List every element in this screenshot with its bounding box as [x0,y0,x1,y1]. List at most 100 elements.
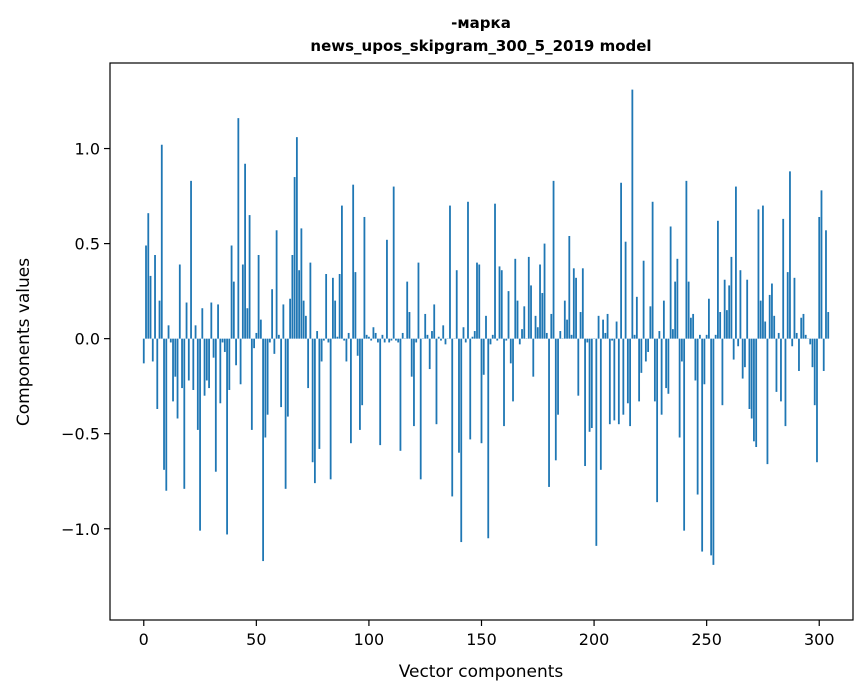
bar-68 [295,137,298,339]
bar-97 [361,338,364,406]
bar-30 [210,302,213,339]
bar-253 [712,338,715,565]
bar-244 [692,313,695,339]
bar-275 [762,205,764,339]
bar-134 [444,338,447,345]
bar-131 [437,336,440,339]
bar-278 [768,294,771,339]
bar-90 [345,338,348,362]
bar-132 [440,338,442,341]
bar-222 [642,260,645,339]
bar-249 [703,338,706,385]
bar-262 [732,338,735,360]
bar-163 [509,338,512,364]
bar-46 [246,308,249,339]
bar-252 [710,338,713,556]
bar-87 [338,274,341,339]
bar-76 [313,338,316,484]
bar-54 [264,338,267,438]
bar-157 [496,338,499,341]
bar-185 [559,331,562,339]
bar-220 [638,338,641,402]
bar-150 [480,338,483,444]
bar-161 [505,338,508,341]
bar-61 [280,338,283,408]
bar-284 [782,218,785,339]
bar-206 [606,313,609,339]
bar-178 [543,243,546,339]
bar-3 [149,275,152,339]
bar-114 [399,338,402,451]
bar-1 [145,245,147,339]
bar-169 [523,306,526,339]
bar-148 [476,262,478,339]
bar-158 [498,266,501,339]
bar-50 [255,332,258,339]
bar-37 [226,338,228,535]
bar-267 [744,338,746,368]
bar-92 [350,338,352,444]
bar-229 [658,331,661,339]
bar-260 [728,285,731,339]
bar-167 [518,338,521,345]
bar-245 [694,338,697,381]
bar-156 [494,203,496,339]
bar-130 [435,338,438,425]
bar-224 [647,338,650,352]
bar-20 [187,338,190,381]
bar-17 [181,338,183,389]
bar-49 [253,338,255,349]
bar-144 [467,201,469,339]
bar-219 [635,296,638,339]
bar-73 [307,338,310,389]
bar-78 [318,338,321,449]
bar-89 [343,338,346,341]
bar-109 [388,338,391,343]
bar-203 [599,338,602,470]
bar-58 [273,338,276,354]
x-tick-label-300: 300 [804,630,835,649]
chart-title-line2: news_upos_skipgram_300_5_2019 model [310,37,651,55]
bar-55 [266,338,269,415]
bar-277 [766,338,769,465]
bar-266 [741,338,744,379]
bar-95 [356,338,359,356]
bar-197 [586,338,589,343]
bar-4 [151,338,154,362]
bar-292 [800,317,803,339]
x-tick-label-50: 50 [246,630,266,649]
bar-107 [383,338,386,343]
bar-96 [359,338,361,430]
bar-21 [190,180,192,339]
bar-102 [372,327,375,339]
bar-125 [424,313,427,339]
bar-166 [516,300,519,339]
bar-74 [309,262,312,339]
bar-190 [570,334,573,339]
bar-113 [397,338,400,343]
bar-223 [644,338,647,362]
y-tick-label-2: 0.0 [75,330,100,349]
bar-123 [419,338,422,480]
x-tick-label-150: 150 [466,630,497,649]
bar-120 [413,338,415,427]
bar-2 [147,213,150,339]
bar-213 [622,338,625,415]
bar-127 [428,338,431,370]
bar-251 [708,298,710,339]
bar-151 [482,338,485,375]
bar-40 [232,281,235,339]
bar-16 [178,264,181,339]
bar-272 [755,338,758,448]
bar-154 [489,338,492,345]
bar-247 [699,334,701,339]
bar-286 [786,272,789,339]
bar-240 [683,338,686,531]
bar-189 [568,235,571,339]
bar-6 [156,338,159,409]
bar-254 [714,334,717,339]
bar-204 [602,319,604,339]
bar-133 [442,325,445,339]
bar-291 [798,338,800,371]
bar-280 [773,315,776,339]
